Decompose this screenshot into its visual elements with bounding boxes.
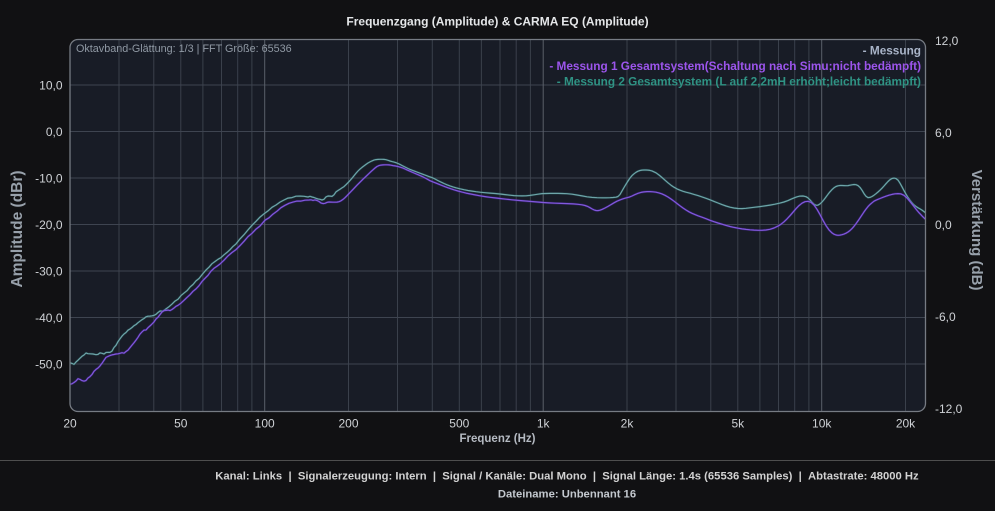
svg-text:-50,0: -50,0 [35, 357, 63, 371]
svg-text:-30,0: -30,0 [35, 264, 63, 278]
svg-text:5k: 5k [731, 417, 745, 431]
svg-text:Amplitude (dBr): Amplitude (dBr) [9, 170, 26, 287]
svg-text:6,0: 6,0 [935, 126, 952, 140]
svg-text:Frequenz (Hz): Frequenz (Hz) [459, 433, 535, 445]
svg-text:Frequenzgang (Amplitude) & CAR: Frequenzgang (Amplitude) & CARMA EQ (Amp… [346, 15, 648, 29]
svg-text:100: 100 [255, 417, 275, 431]
svg-text:Oktavband-Glättung: 1/3 | FFT: Oktavband-Glättung: 1/3 | FFT Größe: 655… [76, 43, 292, 55]
svg-text:Verstärkung (dB): Verstärkung (dB) [968, 170, 985, 291]
svg-text:-20,0: -20,0 [35, 218, 63, 232]
svg-text:20: 20 [63, 417, 77, 431]
svg-text:50: 50 [174, 417, 188, 431]
svg-text:0,0: 0,0 [935, 218, 952, 232]
svg-text:0,0: 0,0 [46, 125, 63, 139]
svg-text:200: 200 [338, 417, 358, 431]
svg-text:500: 500 [449, 417, 469, 431]
svg-text:12,0: 12,0 [935, 34, 959, 48]
svg-text:-12,0: -12,0 [935, 402, 963, 416]
svg-text:- Messung: - Messung [863, 44, 921, 58]
svg-text:-10,0: -10,0 [35, 171, 63, 185]
svg-text:-6,0: -6,0 [935, 310, 956, 324]
svg-text:20k: 20k [896, 417, 916, 431]
svg-text:- Messung 1 Gesamtsystem(Schal: - Messung 1 Gesamtsystem(Schaltung nach … [549, 59, 921, 73]
svg-text:1k: 1k [537, 417, 551, 431]
svg-text:Dateiname: Unbennant 16: Dateiname: Unbennant 16 [498, 489, 636, 501]
svg-text:- Messung 2 Gesamtsystem (L au: - Messung 2 Gesamtsystem (L auf 2,2mH er… [557, 75, 921, 89]
svg-text:10,0: 10,0 [39, 78, 63, 92]
svg-text:2k: 2k [621, 417, 635, 431]
svg-text:Kanal: Links | Signalerzeugu: Kanal: Links | Signalerzeugung: Intern |… [215, 471, 919, 483]
svg-text:10k: 10k [812, 417, 832, 431]
svg-text:-40,0: -40,0 [35, 311, 63, 325]
